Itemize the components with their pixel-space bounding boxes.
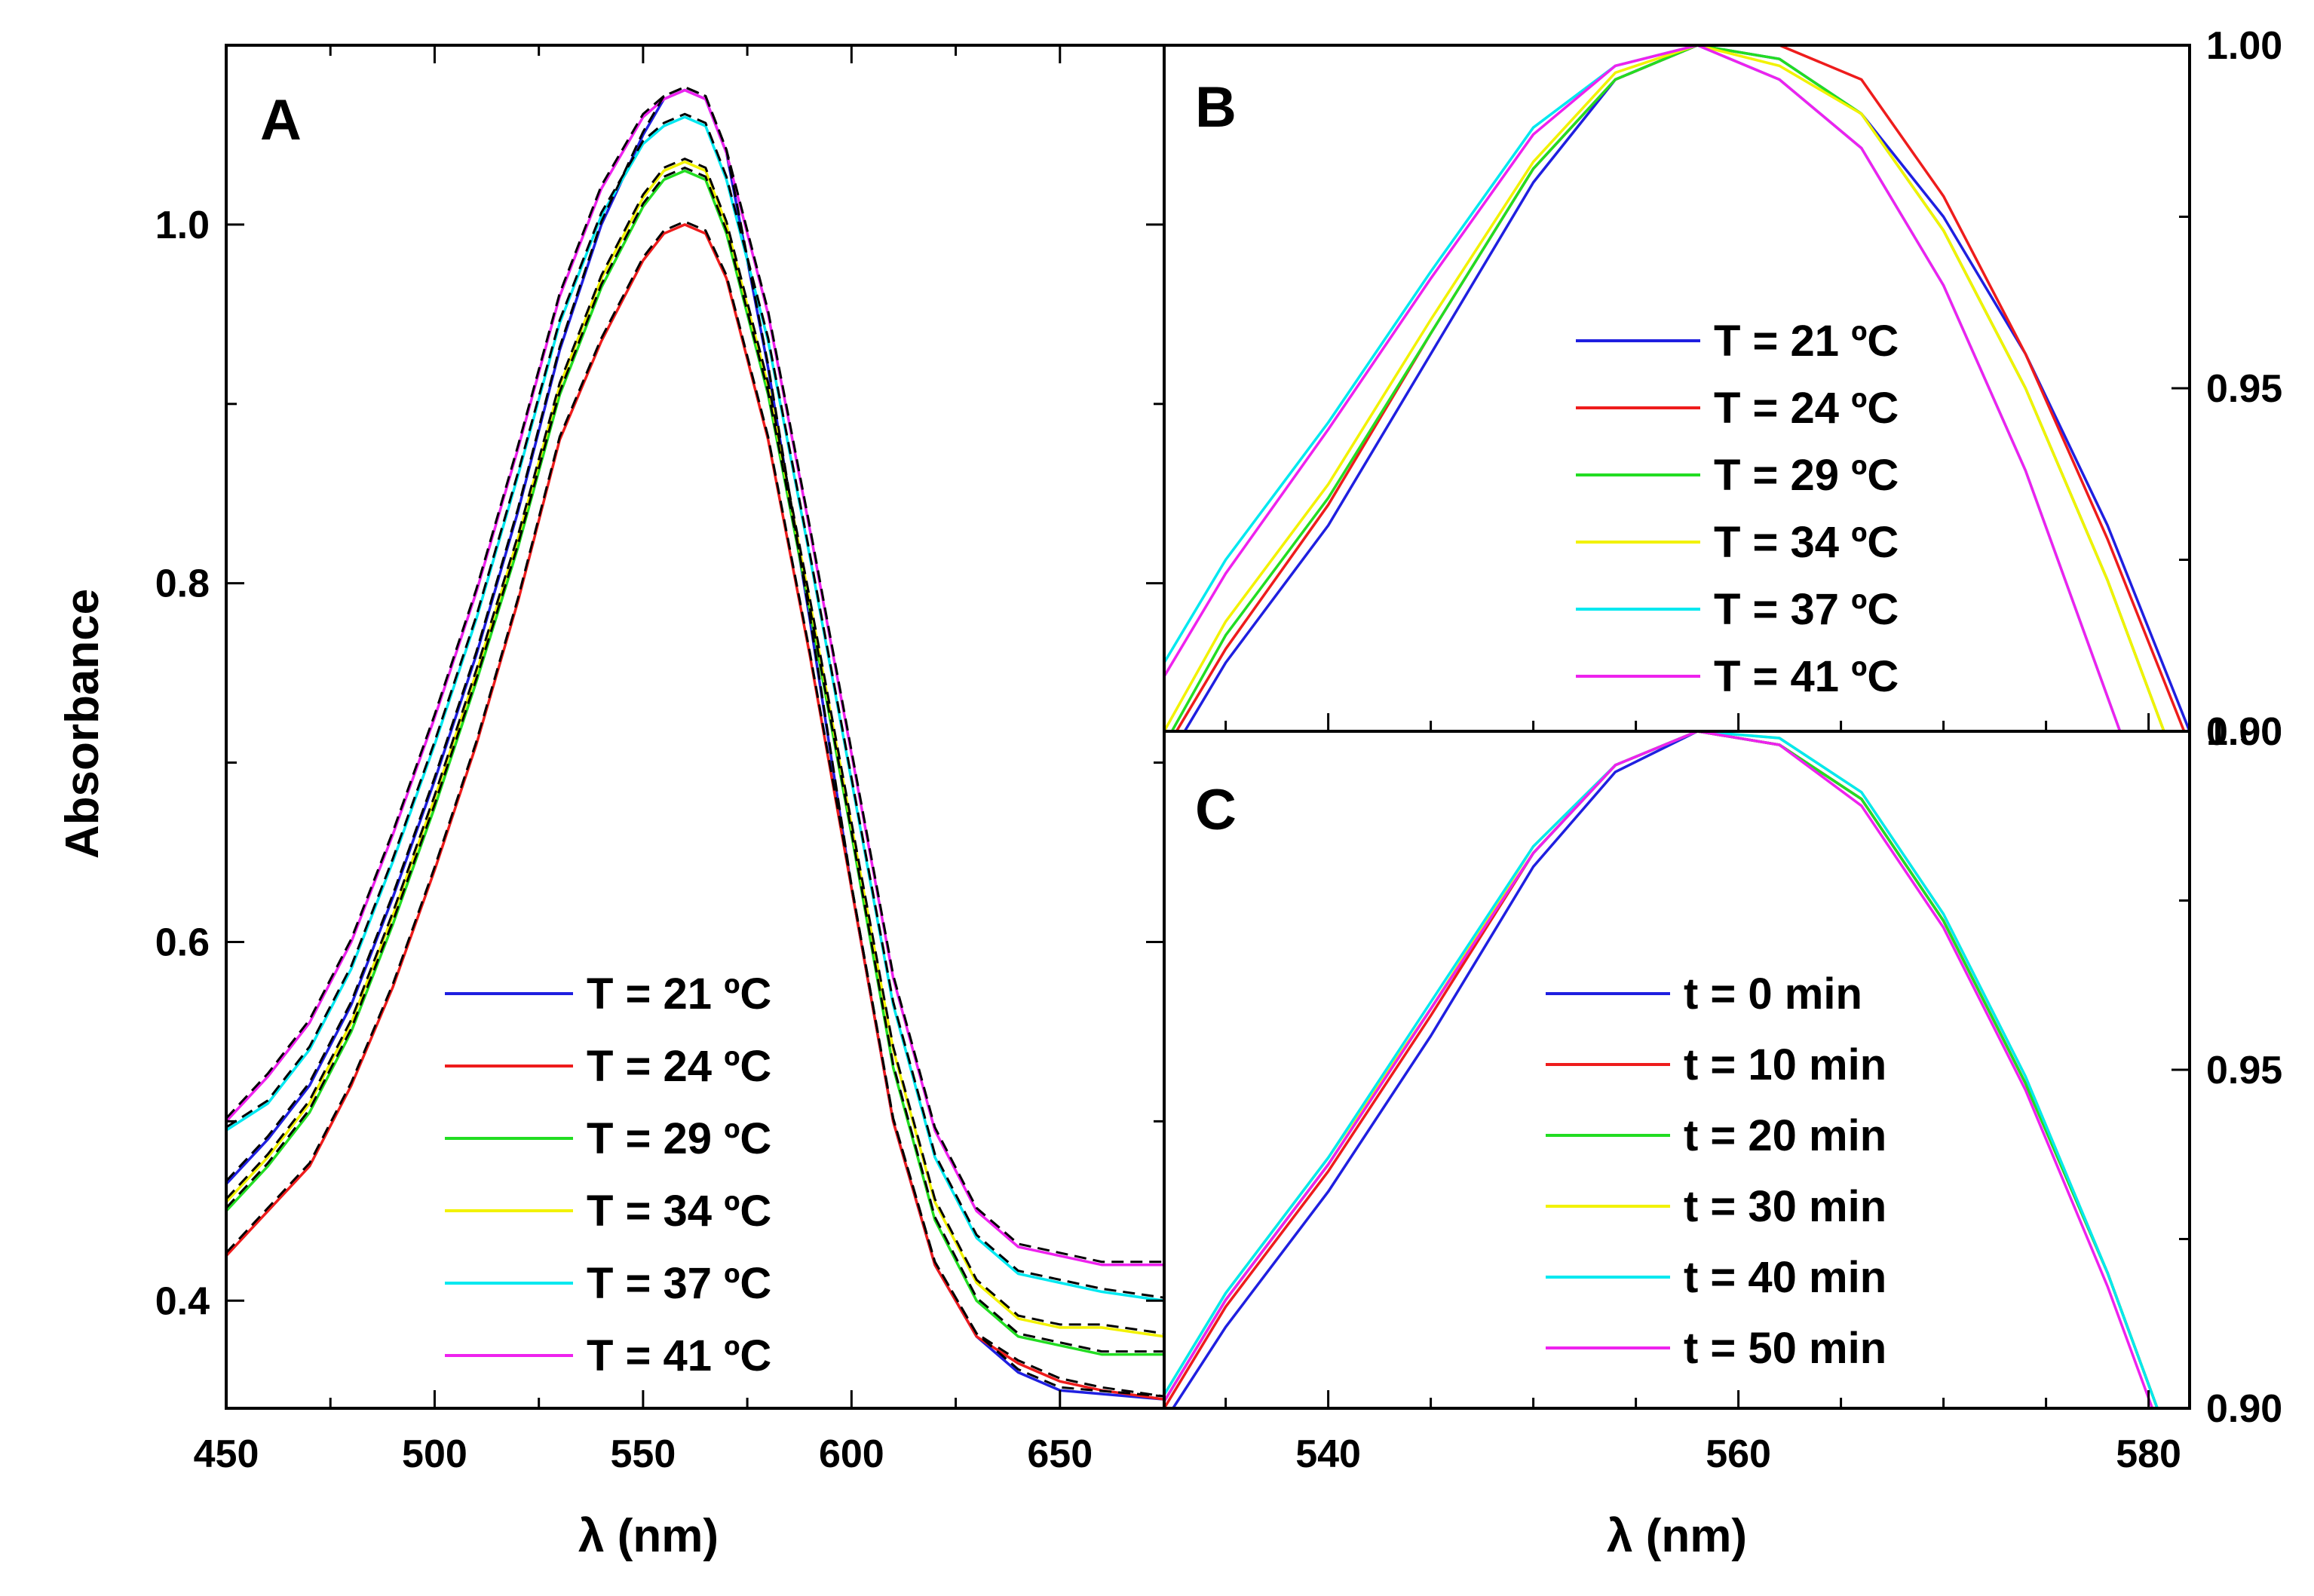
panel-b-legend: T = 21 ºC T = 24 ºC T = 29 ºC T = 34 ºC T = … [1576, 317, 1899, 701]
legend-label: T = 34 ºC [587, 1187, 771, 1236]
x-tick-label: 450 [194, 1432, 259, 1476]
legend-label: T = 21 ºC [1714, 317, 1899, 366]
series-line-a-2 [226, 169, 1164, 1356]
legend-label: T = 41 ºC [1714, 652, 1899, 701]
series-line-b-2 [1170, 45, 2165, 731]
panel-a-legend: T = 21 ºC T = 24 ºC T = 29 ºC T = 34 ºC T = … [445, 970, 771, 1380]
panel-b-letter: B [1195, 75, 1237, 139]
panel-a-y-axis-title: Absorbance [57, 589, 109, 859]
panel-a-x-axis-title: λ (nm) [578, 1510, 719, 1562]
legend-label: T = 24 ºC [587, 1042, 771, 1091]
legend-label: t = 20 min [1684, 1111, 1886, 1160]
x-tick-label: 550 [611, 1432, 676, 1476]
panel-bc-x-axis-title: λ (nm) [1607, 1510, 1747, 1562]
legend-label: T = 21 ºC [587, 970, 771, 1019]
legend-label: T = 34 ºC [1714, 518, 1899, 567]
legend-label: t = 0 min [1684, 970, 1862, 1019]
fit-line-5 [226, 85, 1164, 1264]
series-line-a-5 [226, 88, 1164, 1267]
panel-b-curves [1164, 45, 2190, 731]
panel-c-legend: t = 0 min t = 10 min t = 20 min t = 30 min t… [1546, 970, 1886, 1373]
series-line-b-0 [1183, 45, 2190, 731]
panel-c-letter: C [1195, 778, 1237, 842]
fit-line-2 [226, 166, 1164, 1353]
x-tick-label: 500 [402, 1432, 467, 1476]
legend-label: t = 10 min [1684, 1040, 1886, 1089]
x-tick-label: 560 [1706, 1432, 1771, 1476]
y-tick-label: 0.95 [2206, 367, 2282, 411]
series-line-a-3 [226, 160, 1164, 1338]
x-tick-label: 580 [2116, 1432, 2181, 1476]
series-line-c-4 [1164, 731, 2159, 1408]
panel-c-ticks: 540 560 580 0.90 0.95 1.00 [1224, 710, 2282, 1476]
y-tick-label: 1.0 [155, 204, 210, 247]
y-tick-label: 1.00 [2206, 710, 2282, 754]
y-tick-label: 1.00 [2206, 24, 2282, 68]
legend-label: t = 50 min [1684, 1324, 1886, 1373]
fit-line-1 [226, 220, 1164, 1398]
panel-b-ticks: 0.90 0.95 1.00 [1224, 24, 2282, 754]
series-line-b-4 [1164, 45, 2122, 731]
panel-a-fit-lines [226, 85, 1164, 1398]
y-tick-label: 0.90 [2206, 1387, 2282, 1431]
series-line-b-3 [1164, 45, 2165, 731]
x-tick-label: 540 [1295, 1432, 1361, 1476]
panel-a-ticks: 450 500 550 600 650 0.4 0.6 0.8 1.0 [155, 44, 1166, 1476]
panel-c-frame [1163, 730, 2191, 1410]
y-tick-label: 0.90 [2206, 710, 2282, 754]
series-line-a-1 [226, 223, 1164, 1401]
legend-label: t = 40 min [1684, 1253, 1886, 1302]
series-line-b-5 [1164, 45, 2122, 731]
panel-b-frame [1163, 44, 2191, 733]
legend-label: T = 37 ºC [1714, 585, 1899, 634]
panel-b: 0.90 0.95 1.00 T = 21 ºC T = 24 ºC T = 29 ºC… [1163, 24, 2282, 754]
y-tick-label: 0.8 [155, 562, 210, 606]
y-tick-label: 0.95 [2206, 1049, 2282, 1092]
panel-a-letter: A [260, 88, 302, 152]
legend-label: T = 29 ºC [1714, 451, 1899, 500]
series-line-b-1 [1175, 45, 2186, 731]
legend-label: T = 29 ºC [587, 1114, 771, 1163]
panel-c-curves [1164, 731, 2159, 1408]
legend-label: T = 24 ºC [1714, 384, 1899, 433]
legend-label: T = 41 ºC [587, 1331, 771, 1380]
y-tick-label: 0.6 [155, 921, 210, 964]
x-tick-label: 650 [1027, 1432, 1093, 1476]
y-tick-label: 0.4 [155, 1279, 210, 1323]
panel-c: 540 560 580 0.90 0.95 1.00 t = 0 min t = 10 mi… [1163, 710, 2282, 1562]
series-line-c-5 [1164, 731, 2154, 1408]
fit-line-4 [226, 112, 1164, 1299]
fit-line-3 [226, 157, 1164, 1335]
legend-label: T = 37 ºC [587, 1259, 771, 1308]
x-tick-label: 600 [819, 1432, 884, 1476]
legend-label: t = 30 min [1684, 1182, 1886, 1231]
